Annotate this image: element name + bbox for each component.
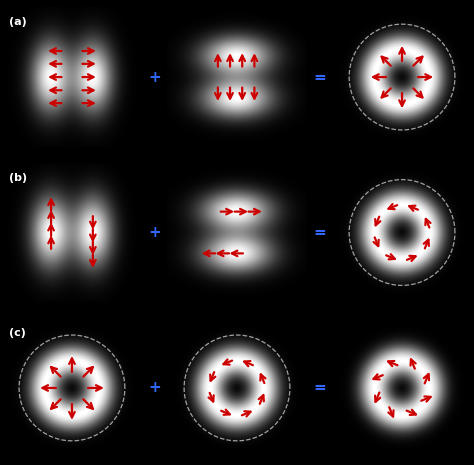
Text: +: +: [148, 225, 161, 240]
Text: (c): (c): [9, 328, 26, 338]
Text: (a): (a): [9, 17, 27, 27]
Text: =: =: [313, 225, 326, 240]
Text: (b): (b): [9, 173, 27, 183]
Text: +: +: [148, 70, 161, 85]
Text: =: =: [313, 380, 326, 395]
Text: +: +: [148, 380, 161, 395]
Text: =: =: [313, 70, 326, 85]
